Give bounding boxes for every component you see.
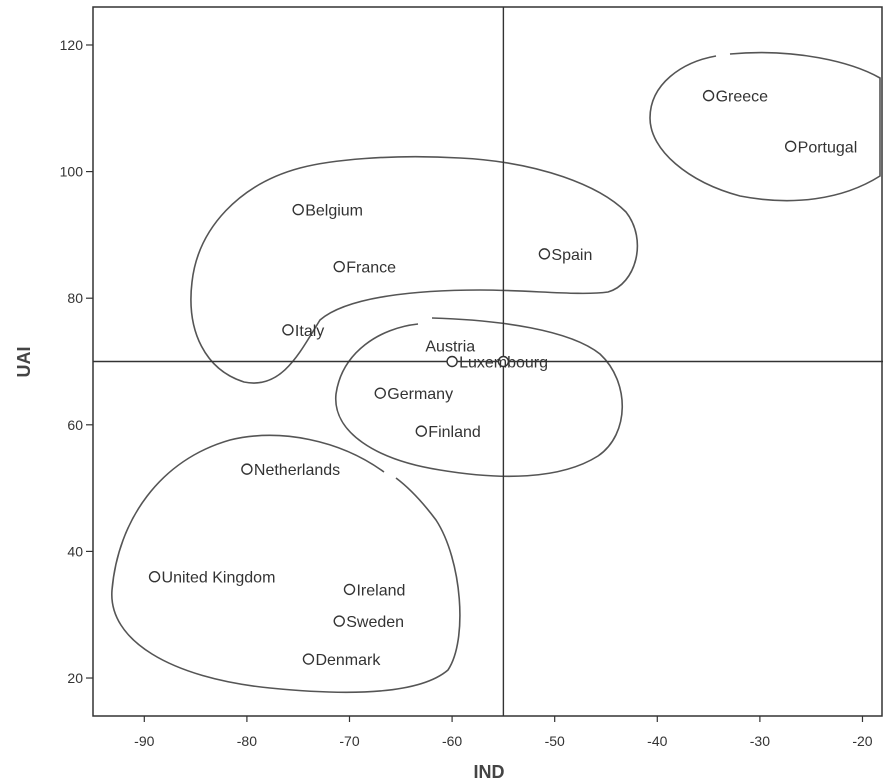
plot-frame	[92, 6, 883, 717]
y-tick-label: 120	[60, 37, 84, 53]
point-label-netherlands: Netherlands	[254, 462, 340, 479]
x-tick-label: -50	[545, 733, 565, 749]
cluster-greece-portugal	[649, 51, 881, 202]
point-portugal	[784, 140, 797, 152]
point-spain	[538, 248, 551, 260]
point-italy	[282, 324, 294, 336]
point-label-ireland: Ireland	[356, 582, 405, 599]
point-austria	[497, 355, 510, 368]
point-germany	[374, 387, 386, 399]
data-points: Greece Portugal Belgium France Spain Italy Aus…	[148, 89, 858, 669]
point-sweden	[333, 615, 345, 627]
y-tick-label: 40	[67, 543, 83, 559]
x-tick-label: -30	[750, 733, 770, 749]
point-label-united-kingdom: United Kingdom	[162, 570, 276, 587]
cluster-austria-luxembourg-germany-finland	[335, 317, 624, 478]
point-belgium	[292, 203, 304, 216]
point-label-spain: Spain	[551, 247, 592, 264]
point-label-italy: Italy	[295, 323, 324, 340]
x-tick-label: -70	[339, 733, 359, 749]
x-tick-label: -60	[442, 733, 462, 749]
point-label-luxembourg: Luxembourg	[459, 355, 548, 372]
x-tick-label: -40	[647, 733, 667, 749]
point-ireland	[343, 583, 356, 596]
point-label-austria: Austria	[425, 339, 475, 356]
point-greece	[702, 89, 715, 102]
point-label-finland: Finland	[428, 424, 480, 441]
x-axis-title: IND	[474, 762, 505, 782]
point-luxembourg	[446, 355, 458, 368]
x-axis: -90 -80 -70 -60 -50 -40 -30 -20	[134, 716, 873, 749]
y-axis-title: UAI	[14, 347, 34, 378]
point-label-portugal: Portugal	[798, 139, 858, 156]
point-label-germany: Germany	[387, 386, 453, 403]
y-tick-label: 100	[60, 164, 84, 180]
point-united-kingdom	[148, 571, 161, 583]
y-axis: 20 40 60 80 100 120	[60, 37, 93, 686]
cluster-belgium-france-spain-italy	[190, 155, 639, 384]
y-tick-label: 60	[67, 417, 83, 433]
point-netherlands	[241, 463, 253, 475]
point-france	[333, 260, 345, 273]
x-tick-label: -20	[852, 733, 872, 749]
x-tick-label: -90	[134, 733, 154, 749]
point-label-belgium: Belgium	[305, 203, 363, 220]
point-label-greece: Greece	[716, 89, 769, 106]
point-denmark	[302, 653, 315, 665]
clusters	[111, 51, 881, 693]
point-finland	[415, 425, 428, 437]
cluster-netherlands-uk-ireland-sweden-denmark	[111, 434, 461, 693]
y-tick-label: 20	[67, 670, 83, 686]
point-label-france: France	[346, 260, 396, 277]
point-label-denmark: Denmark	[315, 652, 381, 669]
y-tick-label: 80	[67, 290, 83, 306]
point-label-sweden: Sweden	[346, 614, 404, 631]
x-tick-label: -80	[237, 733, 257, 749]
